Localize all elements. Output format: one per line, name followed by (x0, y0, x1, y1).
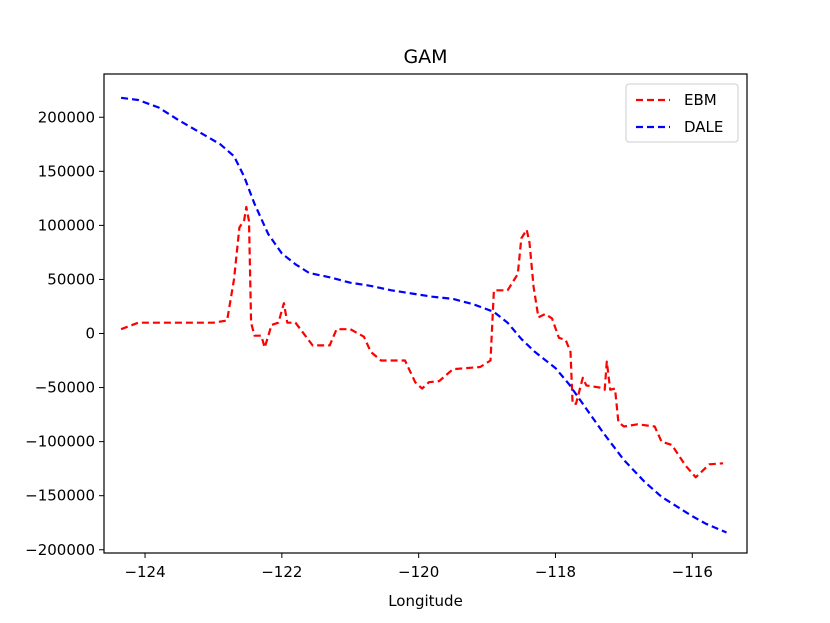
y-tick-label: −150000 (25, 487, 95, 505)
series-line-ebm (120, 205, 724, 479)
legend-label-dale: DALE (684, 118, 723, 136)
series-layer (120, 96, 727, 534)
x-tick-label: −124 (124, 563, 165, 581)
plot-frame (103, 73, 748, 554)
legend-entries: EBM DALE (636, 91, 723, 136)
x-tick-label: −120 (398, 563, 439, 581)
legend: EBM DALE (625, 83, 739, 143)
y-tick-label: 0 (85, 325, 95, 343)
x-tick-label: −118 (535, 563, 576, 581)
y-tick-label: 150000 (38, 162, 95, 180)
x-tick-label: −122 (261, 563, 302, 581)
y-tick-label: −50000 (35, 379, 95, 397)
series-line-dale (120, 96, 727, 534)
y-tick-label: −100000 (25, 433, 95, 451)
x-tick-label: −116 (672, 563, 713, 581)
chart-title: GAM (403, 46, 447, 68)
y-tick-label: 200000 (38, 108, 95, 126)
y-axis-ticks: −200000 −150000 −100000 −50000 0 50000 100000 1… (25, 108, 104, 559)
x-axis-ticks: −124 −122 −120 −118 −116 (124, 553, 713, 581)
legend-label-ebm: EBM (684, 91, 717, 109)
y-tick-label: 50000 (47, 270, 95, 288)
y-tick-label: 100000 (38, 216, 95, 234)
x-axis-label: Longitude (388, 592, 463, 610)
y-tick-label: −200000 (25, 541, 95, 559)
